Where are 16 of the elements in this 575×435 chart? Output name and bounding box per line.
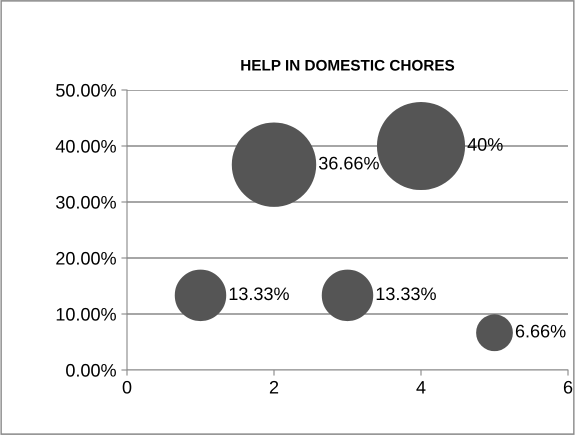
x-tick-label: 0 <box>122 380 132 394</box>
y-tick-label: 40.00% <box>56 140 116 153</box>
data-label: 6.66% <box>516 324 566 338</box>
data-label: 36.66% <box>318 156 379 170</box>
y-tick-label: 50.00% <box>56 84 116 97</box>
data-label: 13.33% <box>376 287 436 300</box>
chart-title: HELP IN DOMESTIC CHORES <box>241 60 454 71</box>
x-tick-label: 4 <box>416 381 426 394</box>
data-label: 13.33% <box>230 287 289 300</box>
y-tick-label: 20.00% <box>56 252 116 265</box>
x-tick-label: 2 <box>270 380 278 394</box>
y-tick-label: 10.00% <box>56 308 116 321</box>
x-tick-label: 6 <box>564 380 572 394</box>
y-tick-label: 0.00% <box>66 364 116 377</box>
data-label: 40% <box>468 138 503 151</box>
y-tick-label: 30.00% <box>56 196 116 209</box>
